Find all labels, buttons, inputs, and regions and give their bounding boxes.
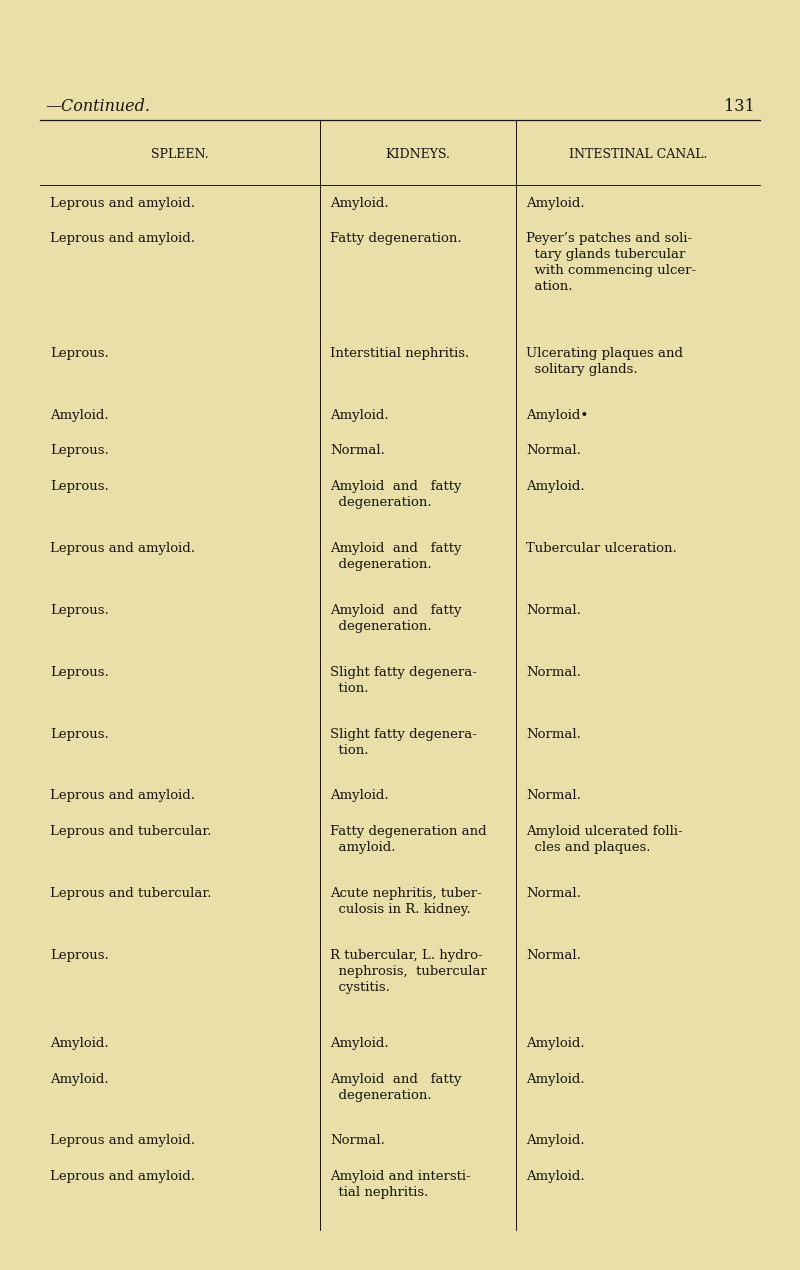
Text: Leprous and amyloid.: Leprous and amyloid. (50, 542, 195, 555)
Text: Amyloid.: Amyloid. (526, 480, 585, 493)
Text: Leprous and amyloid.: Leprous and amyloid. (50, 1134, 195, 1147)
Text: Leprous.: Leprous. (50, 728, 109, 740)
Text: Leprous and amyloid.: Leprous and amyloid. (50, 197, 195, 210)
Text: Normal.: Normal. (526, 886, 581, 900)
Text: Amyloid.: Amyloid. (50, 1073, 109, 1086)
Text: KIDNEYS.: KIDNEYS. (386, 149, 450, 161)
Text: Ulcerating plaques and
  solitary glands.: Ulcerating plaques and solitary glands. (526, 347, 683, 376)
Text: Interstitial nephritis.: Interstitial nephritis. (330, 347, 470, 359)
Text: Amyloid ulcerated folli-
  cles and plaques.: Amyloid ulcerated folli- cles and plaque… (526, 826, 682, 853)
Text: Leprous.: Leprous. (50, 444, 109, 457)
Text: Leprous.: Leprous. (50, 603, 109, 617)
Text: Slight fatty degenera-
  tion.: Slight fatty degenera- tion. (330, 728, 477, 757)
Text: Fatty degeneration and
  amyloid.: Fatty degeneration and amyloid. (330, 826, 486, 853)
Text: Normal.: Normal. (526, 444, 581, 457)
Text: INTESTINAL CANAL.: INTESTINAL CANAL. (569, 149, 707, 161)
Text: SPLEEN.: SPLEEN. (151, 149, 209, 161)
Text: Peyer’s patches and soli-
  tary glands tubercular
  with commencing ulcer-
  at: Peyer’s patches and soli- tary glands tu… (526, 232, 696, 293)
Text: Normal.: Normal. (330, 1134, 385, 1147)
Text: Leprous.: Leprous. (50, 347, 109, 359)
Text: Leprous.: Leprous. (50, 480, 109, 493)
Text: Normal.: Normal. (526, 790, 581, 803)
Text: Amyloid and intersti-
  tial nephritis.: Amyloid and intersti- tial nephritis. (330, 1170, 470, 1199)
Text: Leprous.: Leprous. (50, 949, 109, 961)
Text: Amyloid.: Amyloid. (526, 1134, 585, 1147)
Text: Normal.: Normal. (526, 728, 581, 740)
Text: Amyloid.: Amyloid. (330, 197, 389, 210)
Text: Normal.: Normal. (330, 444, 385, 457)
Text: R tubercular, L. hydro-
  nephrosis,  tubercular
  cystitis.: R tubercular, L. hydro- nephrosis, tuber… (330, 949, 487, 993)
Text: Normal.: Normal. (526, 949, 581, 961)
Text: Leprous and tubercular.: Leprous and tubercular. (50, 826, 211, 838)
Text: Leprous and amyloid.: Leprous and amyloid. (50, 1170, 195, 1182)
Text: Normal.: Normal. (526, 603, 581, 617)
Text: Amyloid.: Amyloid. (50, 409, 109, 422)
Text: Amyloid.: Amyloid. (526, 1170, 585, 1182)
Text: 131: 131 (724, 98, 755, 116)
Text: Amyloid.: Amyloid. (50, 1038, 109, 1050)
Text: Amyloid.: Amyloid. (526, 1038, 585, 1050)
Text: Amyloid•: Amyloid• (526, 409, 588, 422)
Text: Amyloid.: Amyloid. (526, 197, 585, 210)
Text: Amyloid.: Amyloid. (330, 1038, 389, 1050)
Text: Acute nephritis, tuber-
  culosis in R. kidney.: Acute nephritis, tuber- culosis in R. ki… (330, 886, 482, 916)
Text: Amyloid.: Amyloid. (330, 409, 389, 422)
Text: Leprous and tubercular.: Leprous and tubercular. (50, 886, 211, 900)
Text: Tubercular ulceration.: Tubercular ulceration. (526, 542, 677, 555)
Text: Normal.: Normal. (526, 665, 581, 678)
Text: Fatty degeneration.: Fatty degeneration. (330, 232, 462, 245)
Text: Leprous.: Leprous. (50, 665, 109, 678)
Text: —Continued.: —Continued. (45, 98, 150, 116)
Text: Amyloid  and   fatty
  degeneration.: Amyloid and fatty degeneration. (330, 1073, 462, 1101)
Text: Amyloid.: Amyloid. (330, 790, 389, 803)
Text: Amyloid  and   fatty
  degeneration.: Amyloid and fatty degeneration. (330, 542, 462, 570)
Text: Slight fatty degenera-
  tion.: Slight fatty degenera- tion. (330, 665, 477, 695)
Text: Leprous and amyloid.: Leprous and amyloid. (50, 790, 195, 803)
Text: Amyloid.: Amyloid. (526, 1073, 585, 1086)
Text: Amyloid  and   fatty
  degeneration.: Amyloid and fatty degeneration. (330, 480, 462, 509)
Text: Leprous and amyloid.: Leprous and amyloid. (50, 232, 195, 245)
Text: Amyloid  and   fatty
  degeneration.: Amyloid and fatty degeneration. (330, 603, 462, 632)
